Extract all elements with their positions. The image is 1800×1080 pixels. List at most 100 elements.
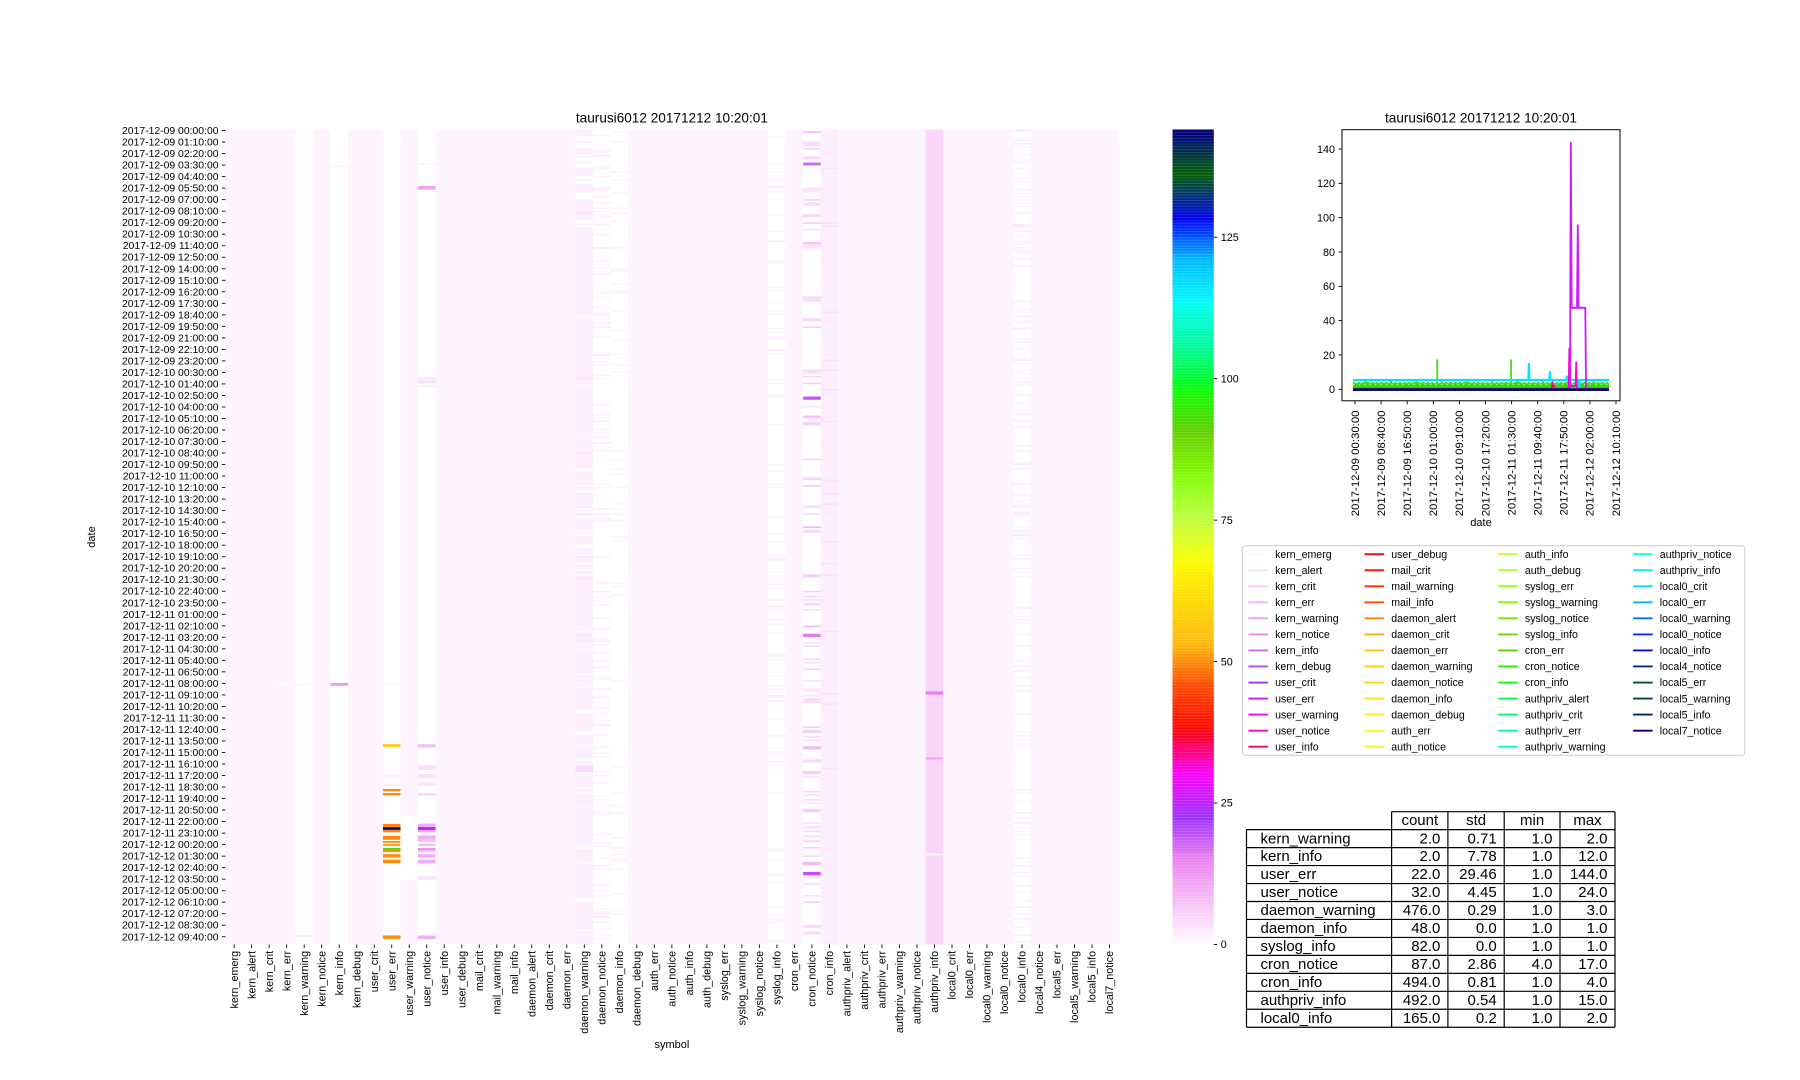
- svg-text:kern_alert: kern_alert: [1275, 565, 1322, 577]
- svg-text:60: 60: [1323, 281, 1335, 293]
- svg-text:local0_crit: local0_crit: [1660, 581, 1708, 593]
- svg-text:2017-12-11 15:00:00: 2017-12-11 15:00:00: [123, 748, 219, 759]
- svg-text:140: 140: [1317, 144, 1335, 156]
- svg-text:2017-12-11 08:00:00: 2017-12-11 08:00:00: [123, 679, 219, 690]
- svg-text:daemon_info: daemon_info: [614, 951, 626, 1013]
- svg-text:2017-12-10 21:30:00: 2017-12-10 21:30:00: [122, 575, 219, 586]
- svg-text:daemon_err: daemon_err: [1391, 645, 1449, 657]
- svg-text:symbol: symbol: [654, 1039, 689, 1051]
- svg-text:2017-12-09 21:00:00: 2017-12-09 21:00:00: [122, 333, 219, 344]
- svg-text:1.0: 1.0: [1532, 830, 1553, 847]
- svg-text:local0_warning: local0_warning: [982, 951, 994, 1023]
- svg-text:syslog_warning: syslog_warning: [1525, 597, 1598, 609]
- svg-text:0: 0: [1329, 384, 1335, 396]
- svg-text:2017-12-11 22:00:00: 2017-12-11 22:00:00: [123, 817, 219, 828]
- svg-text:kern_emerg: kern_emerg: [229, 951, 241, 1009]
- svg-text:0.81: 0.81: [1467, 974, 1496, 991]
- svg-text:2017-12-10 04:00:00: 2017-12-10 04:00:00: [122, 403, 219, 414]
- svg-text:local0_warning: local0_warning: [1660, 613, 1731, 625]
- svg-text:authpriv_info: authpriv_info: [1660, 565, 1721, 577]
- svg-text:2017-12-09 02:20:00: 2017-12-09 02:20:00: [122, 149, 219, 160]
- svg-text:daemon_debug: daemon_debug: [631, 951, 643, 1026]
- svg-text:1.0: 1.0: [1532, 866, 1553, 883]
- svg-text:date: date: [86, 526, 98, 547]
- svg-text:kern_info: kern_info: [334, 951, 346, 995]
- svg-text:2017-12-12 03:50:00: 2017-12-12 03:50:00: [122, 875, 219, 886]
- svg-text:7.78: 7.78: [1467, 848, 1496, 865]
- svg-text:syslog_err: syslog_err: [1525, 581, 1574, 593]
- svg-text:2017-12-10 08:40:00: 2017-12-10 08:40:00: [122, 449, 219, 460]
- svg-text:2017-12-11 05:40:00: 2017-12-11 05:40:00: [123, 656, 219, 667]
- svg-text:local0_notice: local0_notice: [1660, 629, 1722, 641]
- svg-text:2017-12-10 09:50:00: 2017-12-10 09:50:00: [122, 460, 219, 471]
- svg-text:2017-12-09 00:30:00: 2017-12-09 00:30:00: [1350, 411, 1362, 517]
- svg-text:user_err: user_err: [1275, 693, 1315, 705]
- svg-text:2017-12-12 00:20:00: 2017-12-12 00:20:00: [122, 840, 219, 851]
- svg-text:cron_err: cron_err: [1525, 645, 1565, 657]
- svg-text:48.0: 48.0: [1411, 920, 1440, 937]
- svg-text:4.45: 4.45: [1467, 884, 1496, 901]
- svg-text:2017-12-09 18:40:00: 2017-12-09 18:40:00: [122, 310, 219, 321]
- svg-text:2017-12-11 09:40:00: 2017-12-11 09:40:00: [1533, 411, 1545, 516]
- svg-text:2017-12-10 13:20:00: 2017-12-10 13:20:00: [122, 495, 219, 506]
- svg-text:cron_info: cron_info: [1525, 677, 1569, 689]
- svg-text:user_err: user_err: [386, 951, 398, 992]
- svg-text:authpriv_err: authpriv_err: [1525, 725, 1582, 737]
- svg-text:3.0: 3.0: [1587, 902, 1608, 919]
- svg-text:date: date: [1470, 517, 1491, 529]
- svg-text:user_info: user_info: [439, 951, 451, 995]
- svg-text:daemon_notice: daemon_notice: [1391, 677, 1464, 689]
- svg-text:mail_warning: mail_warning: [1391, 581, 1454, 593]
- svg-text:2017-12-11 11:30:00: 2017-12-11 11:30:00: [124, 713, 219, 724]
- svg-text:local0_err: local0_err: [964, 951, 976, 999]
- svg-text:local7_notice: local7_notice: [1104, 951, 1116, 1014]
- svg-text:kern_warning: kern_warning: [1275, 613, 1339, 625]
- svg-text:2017-12-12 09:40:00: 2017-12-12 09:40:00: [122, 932, 219, 943]
- svg-text:2017-12-09 19:50:00: 2017-12-09 19:50:00: [122, 322, 219, 333]
- svg-text:2017-12-12 07:20:00: 2017-12-12 07:20:00: [122, 909, 219, 920]
- svg-text:2017-12-10 06:20:00: 2017-12-10 06:20:00: [122, 426, 219, 437]
- svg-text:kern_alert: kern_alert: [246, 951, 258, 999]
- svg-text:auth_notice: auth_notice: [1391, 741, 1446, 753]
- svg-text:kern_err: kern_err: [281, 951, 293, 992]
- svg-text:auth_info: auth_info: [684, 951, 696, 995]
- svg-text:1.0: 1.0: [1532, 884, 1553, 901]
- svg-text:2017-12-10 23:50:00: 2017-12-10 23:50:00: [122, 598, 219, 609]
- svg-text:2017-12-10 11:00:00: 2017-12-10 11:00:00: [123, 472, 219, 483]
- svg-text:2017-12-09 09:20:00: 2017-12-09 09:20:00: [122, 218, 219, 229]
- svg-text:40: 40: [1323, 315, 1335, 327]
- svg-text:2017-12-09 05:50:00: 2017-12-09 05:50:00: [122, 184, 219, 195]
- svg-text:auth_debug: auth_debug: [1525, 565, 1581, 577]
- svg-text:2017-12-10 16:50:00: 2017-12-10 16:50:00: [122, 529, 219, 540]
- svg-text:2017-12-10 17:20:00: 2017-12-10 17:20:00: [1480, 411, 1492, 517]
- svg-text:kern_notice: kern_notice: [1275, 629, 1330, 641]
- svg-text:daemon_crit: daemon_crit: [1391, 629, 1449, 641]
- svg-text:mail_info: mail_info: [509, 951, 521, 994]
- svg-text:2017-12-09 03:30:00: 2017-12-09 03:30:00: [122, 161, 219, 172]
- svg-text:local0_info: local0_info: [1660, 645, 1711, 657]
- svg-text:mail_warning: mail_warning: [491, 951, 503, 1015]
- svg-text:2017-12-11 01:30:00: 2017-12-11 01:30:00: [1506, 411, 1518, 516]
- svg-text:2.0: 2.0: [1587, 1010, 1608, 1027]
- svg-text:2017-12-10 18:00:00: 2017-12-10 18:00:00: [122, 541, 219, 552]
- svg-text:2017-12-09 23:20:00: 2017-12-09 23:20:00: [122, 356, 219, 367]
- svg-text:max: max: [1573, 812, 1602, 829]
- svg-text:2017-12-11 23:10:00: 2017-12-11 23:10:00: [123, 829, 219, 840]
- svg-text:user_err: user_err: [1261, 866, 1317, 883]
- svg-text:2017-12-09 12:50:00: 2017-12-09 12:50:00: [122, 253, 219, 264]
- svg-text:0: 0: [1221, 939, 1227, 951]
- svg-text:2017-12-09 08:40:00: 2017-12-09 08:40:00: [1376, 411, 1388, 517]
- svg-text:2017-12-12 08:30:00: 2017-12-12 08:30:00: [122, 921, 219, 932]
- svg-text:2017-12-11 16:10:00: 2017-12-11 16:10:00: [123, 760, 219, 771]
- svg-text:kern_warning: kern_warning: [1261, 830, 1351, 847]
- svg-text:2.0: 2.0: [1587, 830, 1608, 847]
- svg-text:local0_info: local0_info: [1017, 951, 1029, 1003]
- svg-text:100: 100: [1221, 373, 1239, 385]
- svg-text:authpriv_crit: authpriv_crit: [1525, 709, 1583, 721]
- svg-text:std: std: [1466, 812, 1486, 829]
- svg-text:82.0: 82.0: [1411, 938, 1440, 955]
- svg-text:1.0: 1.0: [1532, 920, 1553, 937]
- svg-text:1.0: 1.0: [1532, 938, 1553, 955]
- svg-text:kern_err: kern_err: [1275, 597, 1315, 609]
- svg-text:cron_notice: cron_notice: [807, 951, 819, 1007]
